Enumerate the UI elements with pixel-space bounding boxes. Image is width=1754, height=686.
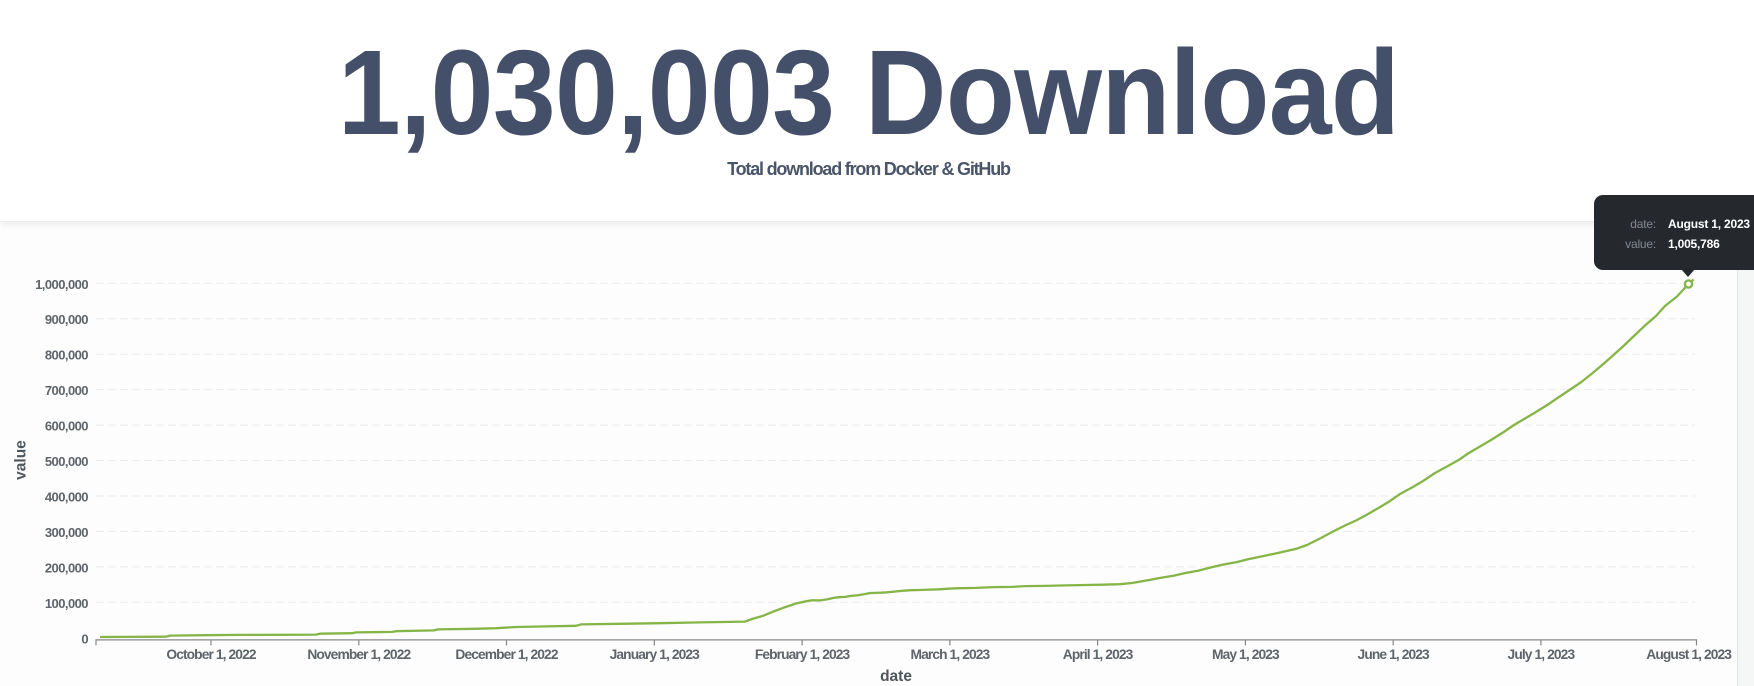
svg-text:700,000: 700,000: [45, 383, 88, 398]
svg-text:500,000: 500,000: [45, 454, 88, 469]
svg-text:June 1, 2023: June 1, 2023: [1358, 647, 1430, 662]
svg-text:600,000: 600,000: [45, 419, 88, 434]
svg-text:400,000: 400,000: [45, 490, 88, 505]
svg-text:October 1, 2022: October 1, 2022: [166, 647, 256, 662]
svg-text:December 1, 2022: December 1, 2022: [455, 647, 558, 662]
svg-text:August 1, 2023: August 1, 2023: [1646, 647, 1732, 662]
svg-text:800,000: 800,000: [45, 348, 88, 363]
svg-text:April 1, 2023: April 1, 2023: [1063, 647, 1134, 662]
svg-text:200,000: 200,000: [45, 560, 88, 575]
svg-text:March 1, 2023: March 1, 2023: [910, 647, 990, 662]
svg-text:November 1, 2022: November 1, 2022: [307, 647, 411, 662]
svg-text:100,000: 100,000: [45, 596, 88, 611]
svg-text:value: value: [13, 440, 30, 480]
svg-text:July 1, 2023: July 1, 2023: [1508, 647, 1576, 662]
svg-text:May 1, 2023: May 1, 2023: [1212, 647, 1280, 662]
svg-text:February 1, 2023: February 1, 2023: [755, 647, 851, 662]
svg-text:0: 0: [81, 631, 88, 646]
svg-text:date: date: [880, 668, 912, 685]
svg-text:January 1, 2023: January 1, 2023: [610, 647, 701, 662]
svg-text:300,000: 300,000: [45, 525, 88, 540]
svg-text:1,000,000: 1,000,000: [35, 277, 88, 292]
svg-text:900,000: 900,000: [45, 312, 88, 327]
